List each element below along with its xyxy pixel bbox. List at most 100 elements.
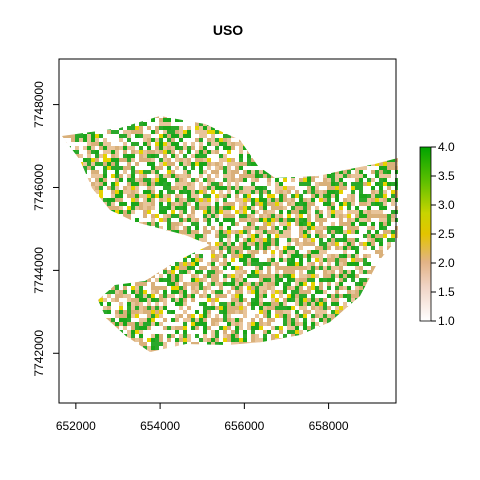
raster-cell [243,134,247,138]
raster-cell [383,110,387,114]
raster-cell [131,282,135,286]
raster-cell [263,146,267,150]
raster-cell [383,278,387,282]
raster-cell [111,154,115,158]
raster-cell [62,138,63,142]
raster-cell [239,262,243,266]
raster-cell [235,294,239,298]
raster-cell [271,298,275,302]
raster-cell [119,178,123,182]
raster-cell [163,194,167,198]
raster-cell [379,318,383,322]
raster-cell [383,286,387,290]
raster-cell [283,198,287,202]
raster-cell [191,250,195,254]
raster-cell [271,342,275,346]
raster-cell [231,116,235,118]
raster-cell [83,126,87,130]
raster-cell [87,210,91,214]
raster-cell [259,122,263,126]
raster-cell [195,182,199,186]
raster-cell [135,282,139,286]
raster-cell [147,258,151,262]
raster-cell [375,330,379,334]
raster-cell [359,286,363,290]
raster-cell [107,110,111,114]
raster-cell [119,166,123,170]
raster-cell [375,190,379,194]
raster-cell [62,218,63,222]
raster-cell [327,118,331,122]
raster-cell [383,250,387,254]
raster-cell [275,110,279,114]
raster-cell [99,250,103,254]
raster-cell [371,234,375,238]
raster-cell [347,302,351,306]
raster-cell [355,162,359,166]
raster-cell [95,206,99,210]
raster-cell [127,242,131,246]
raster-cell [335,146,339,150]
raster-cell [383,162,387,166]
raster-cell [275,126,279,130]
raster-cell [127,130,131,134]
raster-cell [367,306,371,310]
raster-cell [223,150,227,154]
raster-cell [131,118,135,122]
raster-cell [283,314,287,318]
raster-cell [247,246,251,250]
raster-cell [195,158,199,162]
raster-cell [275,194,279,198]
raster-cell [279,170,283,174]
raster-cell [191,210,195,214]
raster-cell [179,298,183,302]
raster-cell [359,186,363,190]
raster-cell [259,266,263,270]
raster-cell [91,174,95,178]
raster-cell [67,202,71,206]
raster-cell [75,186,79,190]
raster-cell [211,150,215,154]
raster-cell [87,126,91,130]
raster-cell [295,174,299,178]
raster-cell [195,118,199,122]
raster-cell [179,122,183,126]
raster-cell [219,278,223,282]
raster-cell [119,230,123,234]
raster-cell [211,122,215,126]
raster-cell [151,218,155,222]
raster-cell [203,158,207,162]
raster-cell [255,190,259,194]
raster-cell [227,146,231,150]
raster-cell [319,118,323,122]
raster-cell [62,202,63,206]
raster-cell [223,254,227,258]
raster-cell [83,310,87,314]
raster-cell [303,322,307,326]
raster-cell [291,262,295,266]
raster-cell [391,270,395,274]
raster-cell [187,338,191,342]
raster-cell [315,222,319,226]
raster-cell [62,158,63,162]
raster-cell [203,166,207,170]
raster-cell [351,322,355,326]
raster-cell [151,270,155,274]
raster-cell [387,158,391,162]
raster-cell [271,150,275,154]
raster-cell [267,250,271,254]
raster-cell [299,290,303,294]
raster-cell [219,198,223,202]
raster-cell [283,206,287,210]
raster-cell [79,286,83,290]
raster-cell [391,150,395,154]
raster-cell [275,182,279,186]
raster-cell [267,126,271,130]
raster-cell [231,206,235,210]
raster-cell [175,254,179,258]
raster-cell [187,230,191,234]
raster-cell [235,334,239,338]
raster-cell [335,182,339,186]
raster-cell [235,134,239,138]
raster-cell [191,266,195,270]
